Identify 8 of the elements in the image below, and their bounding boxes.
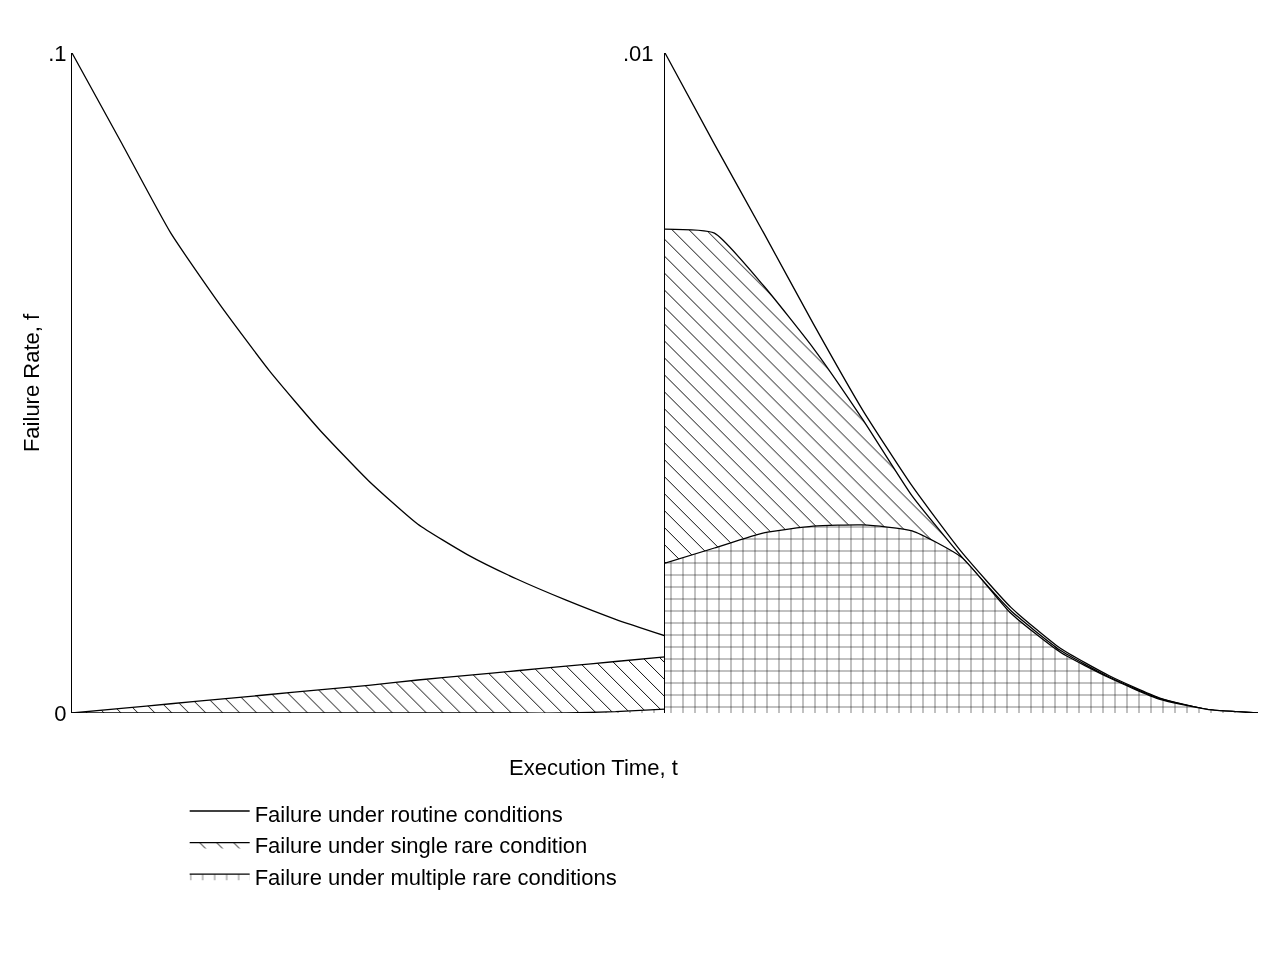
legend-label: Failure under multiple rare conditions [254,864,617,890]
y-tick-label: .1 [48,40,67,66]
y-axis-title: Failure Rate, f [19,313,45,453]
y-tick-label: 0 [54,700,67,726]
legend-label: Failure under routine conditions [254,801,563,827]
x-axis-title: Execution Time, t [509,755,678,780]
annotation: .01 [623,41,654,66]
legend-label: Failure under single rare condition [254,833,588,859]
